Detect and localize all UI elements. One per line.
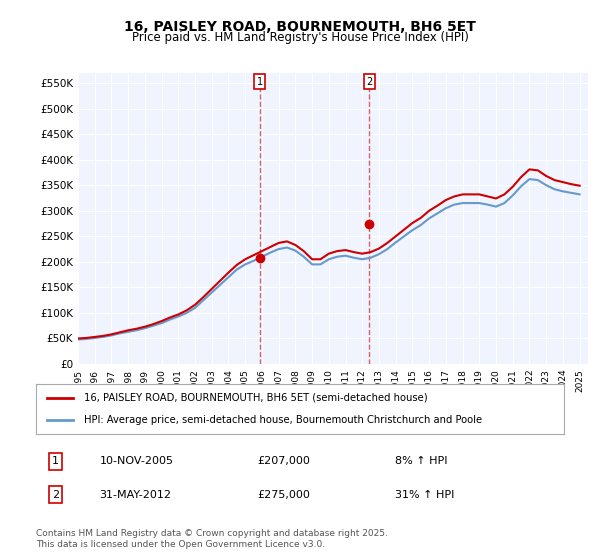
Text: 1: 1 [257,77,263,87]
Text: 31% ↑ HPI: 31% ↑ HPI [395,490,454,500]
Text: HPI: Average price, semi-detached house, Bournemouth Christchurch and Poole: HPI: Average price, semi-detached house,… [83,415,482,425]
Text: Contains HM Land Registry data © Crown copyright and database right 2025.
This d: Contains HM Land Registry data © Crown c… [36,529,388,549]
Text: 16, PAISLEY ROAD, BOURNEMOUTH, BH6 5ET: 16, PAISLEY ROAD, BOURNEMOUTH, BH6 5ET [124,20,476,34]
Text: 2: 2 [366,77,373,87]
Text: £275,000: £275,000 [258,490,311,500]
Text: 2: 2 [52,490,59,500]
Text: £207,000: £207,000 [258,456,311,466]
Text: 16, PAISLEY ROAD, BOURNEMOUTH, BH6 5ET (semi-detached house): 16, PAISLEY ROAD, BOURNEMOUTH, BH6 5ET (… [83,393,427,403]
Text: 1: 1 [52,456,59,466]
Text: 31-MAY-2012: 31-MAY-2012 [100,490,172,500]
Text: Price paid vs. HM Land Registry's House Price Index (HPI): Price paid vs. HM Land Registry's House … [131,31,469,44]
Text: 8% ↑ HPI: 8% ↑ HPI [395,456,448,466]
Text: 10-NOV-2005: 10-NOV-2005 [100,456,173,466]
